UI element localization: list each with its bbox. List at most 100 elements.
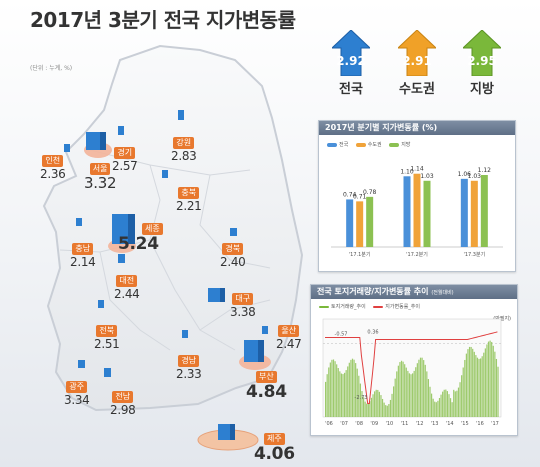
bar bbox=[480, 175, 488, 247]
x-tick-label: '17.1분기 bbox=[349, 251, 371, 258]
region-name: 광주 bbox=[66, 381, 88, 393]
right-axis-label: (만필지) bbox=[493, 316, 511, 322]
volume-bar bbox=[328, 367, 330, 417]
volume-bar bbox=[443, 389, 445, 417]
volume-bar bbox=[495, 358, 498, 417]
volume-bar bbox=[345, 370, 347, 417]
volume-bar bbox=[339, 371, 341, 417]
volume-bar bbox=[494, 351, 496, 417]
region-jeonnam: 전남 2.98 bbox=[110, 384, 136, 417]
volume-bar bbox=[476, 357, 479, 417]
region-daegu: 대구 3.38 bbox=[230, 286, 256, 319]
volume-bar bbox=[348, 362, 350, 417]
volume-bar bbox=[448, 394, 450, 417]
volume-bar bbox=[358, 375, 360, 417]
volume-bar bbox=[468, 346, 471, 417]
summary-capital: 2.91 수도권 bbox=[393, 29, 441, 97]
trend-legend: 토지거래량_추이 지가변동률_추이 bbox=[319, 303, 426, 310]
x-tick-label: '10 bbox=[385, 421, 393, 427]
volume-bar bbox=[410, 374, 412, 417]
volume-bar bbox=[367, 403, 369, 417]
region-name: 경북 bbox=[222, 243, 244, 255]
mainland-shape bbox=[42, 44, 304, 412]
x-tick-label: '17 bbox=[491, 421, 499, 427]
bar-data-label: 1.10 bbox=[400, 168, 414, 175]
region-value: 2.33 bbox=[176, 367, 202, 381]
volume-bar bbox=[375, 389, 377, 417]
region-name: 전북 bbox=[96, 325, 118, 337]
volume-bar bbox=[435, 402, 437, 417]
volume-bar bbox=[329, 362, 331, 417]
summary-label: 수도권 bbox=[399, 82, 435, 97]
volume-bar bbox=[438, 397, 441, 417]
region-jeju: 제주 4.06 bbox=[254, 426, 295, 464]
volume-bar bbox=[383, 402, 385, 417]
region-chungnam: 충남 2.14 bbox=[70, 236, 96, 269]
legend-label: 지가변동률_추이 bbox=[385, 304, 420, 310]
region-gyeongbuk: 경북 2.40 bbox=[220, 236, 246, 269]
x-tick-label: '12 bbox=[416, 421, 424, 427]
volume-bar bbox=[457, 387, 460, 417]
volume-bar bbox=[408, 373, 411, 417]
volume-bar bbox=[351, 358, 354, 417]
volume-bar bbox=[453, 389, 455, 417]
volume-bar bbox=[480, 358, 482, 417]
volume-bar bbox=[462, 367, 464, 417]
legend-label: 수도권 bbox=[367, 142, 382, 148]
summary-value: 2.91 bbox=[402, 54, 432, 68]
region-value: 4.84 bbox=[246, 382, 287, 402]
bar-data-label: 0.71 bbox=[353, 193, 367, 200]
volume-bar bbox=[419, 357, 422, 417]
volume-bar bbox=[418, 359, 420, 417]
bar bbox=[356, 201, 364, 247]
volume-bar bbox=[486, 344, 488, 417]
volume-bar bbox=[389, 399, 392, 417]
volume-bar bbox=[399, 362, 401, 417]
chart-title: 2017년 분기별 지가변동률 (%) bbox=[319, 121, 515, 135]
volume-bar bbox=[427, 379, 430, 417]
volume-bar bbox=[483, 352, 485, 417]
x-tick-label: '16 bbox=[476, 421, 484, 427]
volume-bar bbox=[334, 361, 336, 417]
volume-bar bbox=[484, 348, 486, 417]
region-value: 2.36 bbox=[40, 167, 66, 181]
quarterly-chart-panel: 2017년 분기별 지가변동률 (%) 전국 수도권 지방 0.74 0.71 0.… bbox=[318, 120, 516, 272]
region-value: 2.51 bbox=[94, 337, 120, 351]
volume-bar bbox=[359, 383, 361, 417]
region-incheon: 인천 2.36 bbox=[40, 148, 66, 181]
volume-bar bbox=[402, 361, 404, 417]
region-bars bbox=[64, 110, 268, 440]
region-value: 2.14 bbox=[70, 255, 96, 269]
volume-bar bbox=[343, 372, 346, 417]
volume-bar bbox=[340, 373, 343, 417]
summary-national: 2.92 전국 bbox=[327, 29, 375, 97]
volume-bar bbox=[467, 349, 469, 417]
volume-bar bbox=[459, 382, 461, 417]
volume-bar bbox=[445, 389, 447, 417]
x-tick-label: '15 bbox=[461, 421, 469, 427]
volume-bar bbox=[461, 375, 463, 417]
trend-subtitle: (전월대비) bbox=[431, 290, 454, 296]
x-tick-label: '11 bbox=[401, 421, 409, 427]
region-name: 경기 bbox=[114, 147, 136, 159]
volume-bar bbox=[370, 397, 373, 417]
up-arrow-icon bbox=[396, 29, 438, 77]
volume-bar bbox=[442, 391, 444, 417]
volume-bar bbox=[497, 366, 499, 417]
region-name: 경남 bbox=[178, 355, 200, 367]
volume-bar bbox=[464, 359, 466, 417]
region-value: 3.38 bbox=[230, 305, 256, 319]
region-value: 2.83 bbox=[171, 149, 197, 163]
volume-bar bbox=[336, 364, 338, 417]
volume-bar bbox=[393, 386, 395, 417]
x-tick-label: '09 bbox=[370, 421, 378, 427]
region-busan: 부산 4.84 bbox=[246, 364, 287, 402]
volume-bar bbox=[481, 356, 483, 417]
region-gwangju: 광주 3.34 bbox=[64, 374, 90, 407]
region-chungbuk: 충북 2.21 bbox=[176, 180, 202, 213]
bar-data-label: 0.78 bbox=[363, 189, 377, 196]
volume-bar bbox=[350, 359, 352, 417]
legend-item: 토지거래량_추이 bbox=[319, 304, 366, 310]
region-value: 2.57 bbox=[112, 159, 138, 173]
region-name: 충남 bbox=[72, 243, 94, 255]
